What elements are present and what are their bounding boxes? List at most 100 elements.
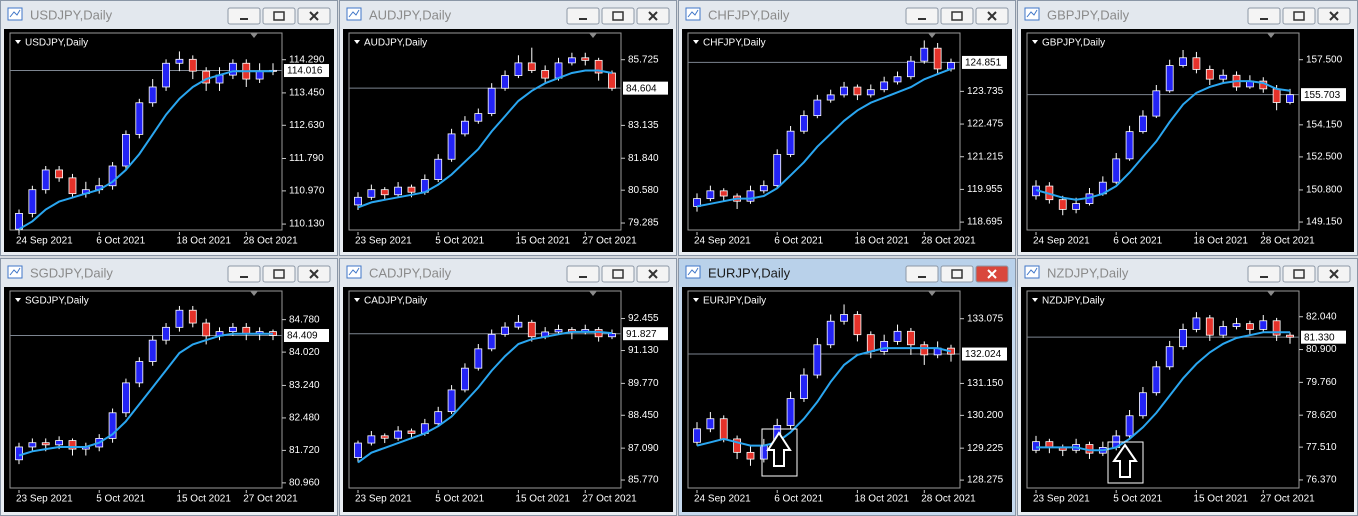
candle-body: [1179, 329, 1187, 348]
minimize-button[interactable]: [1247, 7, 1281, 25]
y-tick-label: 114.290: [289, 54, 325, 65]
x-tick-label: 5 Oct 2021: [1113, 494, 1162, 505]
menu-triangle[interactable]: [354, 298, 360, 302]
y-tick-label: 78.620: [1306, 410, 1337, 421]
chart-window: NZDJPY,Daily NZDJPY,Daily 82.040 80.900 79.7…: [1017, 258, 1358, 516]
window-icon: [1024, 7, 1040, 21]
menu-triangle[interactable]: [1032, 40, 1038, 44]
window-title: GBPJPY,Daily: [1047, 7, 1130, 22]
candle-body: [1152, 366, 1161, 394]
menu-triangle[interactable]: [354, 40, 360, 44]
annotations: [761, 428, 1144, 484]
candle-body: [1165, 65, 1174, 92]
maximize-button[interactable]: [601, 7, 635, 25]
menu-triangle[interactable]: [15, 298, 21, 302]
close-glyph: [309, 11, 319, 21]
up-arrow: [766, 431, 792, 467]
y-tick-label: 80.900: [1306, 344, 1337, 355]
candle-body: [920, 47, 929, 62]
candle-body: [188, 309, 197, 324]
maximize-button[interactable]: [940, 7, 974, 25]
menu-triangle[interactable]: [1032, 298, 1038, 302]
maximize-button[interactable]: [940, 265, 974, 283]
minimize-button[interactable]: [566, 265, 600, 283]
x-tick-label: 5 Oct 2021: [96, 494, 145, 505]
x-tick-label: 24 Sep 2021: [694, 236, 751, 247]
candle-body: [1192, 57, 1201, 70]
candle-body: [228, 62, 237, 76]
close-glyph: [309, 269, 319, 279]
candle-body: [893, 76, 902, 83]
candle-body: [15, 213, 23, 230]
candle-body: [1165, 346, 1174, 368]
candle-body: [1205, 317, 1214, 336]
maximize-button[interactable]: [262, 265, 296, 283]
menu-triangle[interactable]: [693, 298, 699, 302]
price-label-box: [962, 347, 1007, 361]
y-tick-label: 85.725: [628, 54, 659, 65]
candle-body: [407, 430, 416, 434]
plot-frame: [348, 32, 622, 231]
candle-body: [813, 344, 822, 376]
maximize-button[interactable]: [262, 7, 296, 25]
x-tick-label: 5 Oct 2021: [435, 494, 484, 505]
candle-body: [1125, 415, 1134, 437]
candle-body: [759, 185, 768, 192]
chart-label: CADJPY,Daily: [364, 296, 427, 307]
window-icon-glyph: [348, 9, 360, 18]
y-tick-label: 130.200: [967, 410, 1004, 421]
y-tick-label: 133.075: [967, 313, 1004, 324]
plot-frame: [9, 290, 283, 489]
shift-marker: [589, 291, 597, 296]
chart-window: USDJPY,Daily USDJPY,Daily 114.290 113.450 11…: [0, 0, 338, 256]
x-tick-label: 27 Oct 2021: [1260, 494, 1315, 505]
chart-area: [682, 287, 1012, 512]
chart-window: AUDJPY,Daily AUDJPY,Daily 85.725 83.135 81.8…: [339, 0, 677, 256]
y-tick-label: 131.150: [967, 378, 1004, 389]
minimize-button[interactable]: [227, 7, 261, 25]
candle-body: [527, 321, 536, 338]
candle-body: [933, 47, 942, 70]
y-tick-label: 92.455: [628, 313, 659, 324]
maximize-button[interactable]: [601, 265, 635, 283]
x-tick-label: 18 Oct 2021: [176, 236, 231, 247]
menu-triangle[interactable]: [693, 40, 699, 44]
y-tick-label: 128.275: [967, 475, 1004, 486]
chart-area: [343, 287, 673, 512]
candle-body: [380, 189, 389, 196]
minimize-button[interactable]: [1247, 265, 1281, 283]
y-tick-label: 83.240: [289, 380, 320, 391]
candle-body: [367, 189, 376, 198]
window-icon-glyph: [687, 9, 699, 18]
window-icon-glyph: [9, 267, 21, 276]
minimize-button[interactable]: [566, 7, 600, 25]
candle-body: [800, 374, 808, 399]
arrow-box: [1107, 441, 1144, 484]
minimize-button[interactable]: [227, 265, 261, 283]
candle-body: [1058, 199, 1067, 210]
window-icon: [7, 265, 23, 279]
maximize-button[interactable]: [1282, 7, 1316, 25]
price-label-box: [284, 328, 329, 342]
candle-body: [1179, 57, 1187, 66]
chart-label: USDJPY,Daily: [25, 38, 88, 49]
y-tick-label: 149.150: [1306, 217, 1343, 228]
menu-triangle[interactable]: [15, 40, 21, 44]
candle-body: [108, 165, 117, 187]
price-label-box: [1301, 88, 1346, 102]
x-tick-label: 27 Oct 2021: [582, 236, 637, 247]
minimize-button[interactable]: [905, 7, 939, 25]
candle-body: [693, 428, 701, 443]
shift-marker: [1267, 33, 1275, 38]
candle-body: [759, 445, 768, 460]
x-tick-label: 23 Sep 2021: [355, 494, 412, 505]
maximize-button[interactable]: [1282, 265, 1316, 283]
close-glyph: [987, 11, 997, 21]
candle-body: [920, 344, 929, 356]
minimize-button[interactable]: [905, 265, 939, 283]
x-tick-label: 23 Sep 2021: [1033, 494, 1090, 505]
candle-body: [594, 59, 603, 74]
candle-body: [1245, 323, 1254, 330]
close-glyph: [1329, 11, 1339, 21]
